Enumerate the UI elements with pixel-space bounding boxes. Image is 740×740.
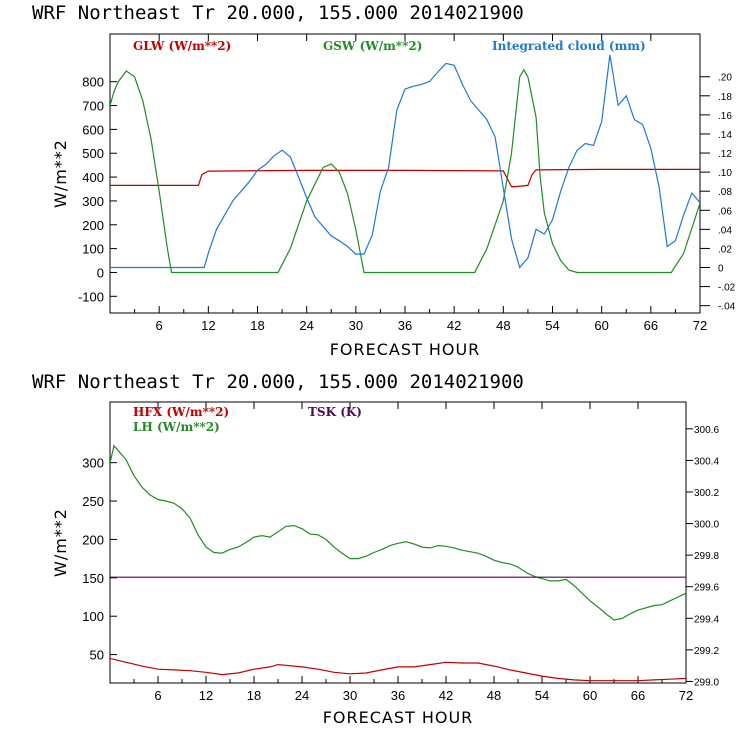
y-tick-label: 700 [82,99,104,114]
y-tick-label: 200 [82,532,104,547]
y-tick-label: 500 [82,146,104,161]
x-tick-label: 66 [631,688,645,703]
series-line-0 [110,168,700,188]
y-axis-label: W/m**2 [51,139,70,208]
x-axis-label: FORECAST HOUR [330,340,481,359]
x-tick-label: 12 [201,318,215,333]
y2-tick-label: .16 [718,111,732,122]
x-tick-label: 36 [398,318,412,333]
y2-tick-label: .12 [718,149,732,160]
y-tick-label: 800 [82,75,104,90]
x-tick-label: 54 [535,688,549,703]
y2-tick-label: 299.2 [694,646,719,657]
y2-tick-label: .18 [718,92,732,103]
legend-entry: LH (W/m**2) [133,420,220,434]
y2-tick-label: .04 [718,225,732,236]
y-tick-label: 300 [82,194,104,209]
legend-entry: TSK (K) [308,405,362,419]
y-tick-label: 250 [82,494,104,509]
y2-tick-label: -.02 [718,283,736,294]
y-tick-label: 300 [82,456,104,471]
x-tick-label: 72 [679,688,693,703]
y2-tick-label: 299.0 [694,677,719,688]
y2-tick-label: 0 [718,264,724,275]
series-line-1 [110,68,700,274]
x-axis-label: FORECAST HOUR [323,708,474,727]
legend-entry: HFX (W/m**2) [133,405,229,419]
x-tick-label: 6 [154,688,161,703]
y2-tick-label: 299.8 [694,551,719,562]
y-tick-label: 600 [82,122,104,137]
x-tick-label: 6 [156,318,163,333]
x-tick-label: 60 [583,688,597,703]
x-tick-label: 72 [693,318,707,333]
top-chart-panel: WRF Northeast Tr 20.000, 155.000 2014021… [32,2,736,359]
x-tick-label: 54 [545,318,559,333]
y2-tick-label: .06 [718,206,732,217]
y2-tick-label: 300.2 [694,488,719,499]
series-line-2 [110,54,700,269]
bottom-chart-panel: WRF Northeast Tr 20.000, 155.000 2014021… [32,371,719,727]
plot-frame [109,401,687,684]
y-tick-label: 200 [82,218,104,233]
y2-tick-label: 300.6 [694,425,719,436]
y2-tick-label: .14 [718,130,732,141]
y-tick-label: 50 [90,648,104,663]
x-tick-label: 48 [496,318,510,333]
x-tick-label: 24 [295,688,309,703]
y-tick-label: 100 [82,242,104,257]
y2-tick-label: 299.4 [694,614,719,625]
y-tick-label: -100 [78,289,104,304]
x-tick-label: 12 [199,688,213,703]
y2-tick-label: 300.0 [694,520,719,531]
x-tick-label: 24 [299,318,313,333]
chart-header: WRF Northeast Tr 20.000, 155.000 2014021… [32,2,524,24]
chart-header: WRF Northeast Tr 20.000, 155.000 2014021… [32,371,524,393]
series-line-0 [110,657,686,682]
x-tick-label: 18 [247,688,261,703]
y2-tick-label: -.04 [718,302,736,313]
x-tick-label: 36 [391,688,405,703]
y2-tick-label: 299.6 [694,583,719,594]
legend-entry: Integrated cloud (mm) [492,39,646,53]
y2-tick-label: 300.4 [694,456,719,467]
y-tick-label: 150 [82,571,104,586]
x-tick-label: 48 [487,688,501,703]
y2-tick-label: .08 [718,187,732,198]
y-tick-label: 0 [97,265,104,280]
y2-tick-label: .20 [718,73,732,84]
x-tick-label: 30 [343,688,357,703]
series-line-1 [110,444,686,621]
y2-tick-label: .02 [718,244,732,255]
y-axis-label: W/m**2 [51,508,70,577]
x-tick-label: 18 [250,318,264,333]
legend-entry: GLW (W/m**2) [133,39,231,53]
x-tick-label: 60 [594,318,608,333]
x-tick-label: 30 [349,318,363,333]
x-tick-label: 42 [439,688,453,703]
x-tick-label: 42 [447,318,461,333]
x-tick-label: 66 [644,318,658,333]
legend-entry: GSW (W/m**2) [323,39,422,53]
plot-frame [109,33,701,314]
y2-tick-label: .10 [718,168,732,179]
y-tick-label: 100 [82,609,104,624]
y-tick-label: 400 [82,170,104,185]
